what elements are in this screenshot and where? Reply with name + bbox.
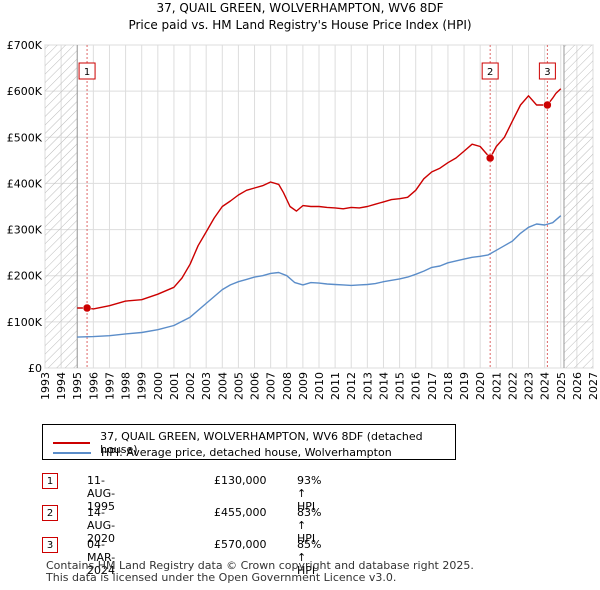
x-tick-label: 1993 xyxy=(39,372,52,400)
transaction-number: 3 xyxy=(42,537,58,553)
x-tick-label: 2000 xyxy=(152,372,165,400)
x-tick-label: 2014 xyxy=(377,372,390,400)
x-tick-label: 2023 xyxy=(523,372,536,400)
transaction-marker-label: 2 xyxy=(487,67,493,78)
x-tick-label: 2018 xyxy=(442,372,455,400)
x-tick-label: 2004 xyxy=(216,372,229,400)
transaction-date: 11-AUG-1995 xyxy=(87,474,116,513)
hatch-region-end xyxy=(563,45,593,368)
y-tick-label: £0 xyxy=(28,362,42,375)
y-axis-ticks: £0 £100K £200K £300K £400K £500K £600K £700K xyxy=(7,39,43,375)
x-tick-label: 1999 xyxy=(136,372,149,400)
x-tick-label: 2027 xyxy=(587,372,600,400)
y-tick-label: £100K xyxy=(7,316,43,329)
unavailable-data-regions xyxy=(45,45,593,368)
x-tick-label: 2006 xyxy=(249,372,262,400)
transaction-number: 1 xyxy=(42,473,58,489)
x-tick-label: 2013 xyxy=(361,372,374,400)
transaction-point xyxy=(82,303,92,313)
transaction-points xyxy=(82,100,552,313)
y-tick-label: £500K xyxy=(7,131,43,144)
chart-subtitle: Price paid vs. HM Land Registry's House … xyxy=(128,18,471,32)
transaction-point xyxy=(543,100,552,110)
legend-item-hpi: HPI: Average price, detached house, Wolv… xyxy=(53,446,392,459)
transaction-marker-label: 3 xyxy=(544,67,550,78)
transaction-markers: 1 2 3 xyxy=(78,45,556,368)
legend-swatch-hpi xyxy=(53,451,91,454)
x-tick-label: 2012 xyxy=(345,372,358,400)
x-tick-label: 2003 xyxy=(200,372,213,400)
hatch-region-start xyxy=(45,45,78,368)
x-tick-label: 2021 xyxy=(490,372,503,400)
transaction-marker-box xyxy=(481,62,499,80)
y-tick-label: £300K xyxy=(7,224,43,237)
legend-label-hpi: HPI: Average price, detached house, Wolv… xyxy=(101,446,392,459)
x-tick-label: 1998 xyxy=(120,372,133,400)
legend-swatch-property xyxy=(53,442,91,444)
x-tick-label: 2002 xyxy=(184,372,197,400)
transaction-hpi: 93% ↑ HPI xyxy=(297,474,322,513)
x-tick-label: 1994 xyxy=(55,372,68,400)
transaction-price: £455,000 xyxy=(214,506,267,519)
transaction-marker-label: 1 xyxy=(84,67,90,78)
x-tick-label: 1995 xyxy=(71,372,84,400)
y-tick-label: £600K xyxy=(7,85,43,98)
transaction-point xyxy=(485,153,495,163)
x-tick-label: 1996 xyxy=(87,372,100,400)
x-tick-label: 2019 xyxy=(458,372,471,400)
transaction-price: £570,000 xyxy=(214,538,267,551)
transaction-marker-box xyxy=(538,62,556,80)
x-tick-label: 2007 xyxy=(265,372,278,400)
footer: Contains HM Land Registry data © Crown c… xyxy=(46,560,474,584)
x-tick-label: 2026 xyxy=(571,372,584,400)
transaction-price: £130,000 xyxy=(214,474,267,487)
transaction-date: 14-AUG-2020 xyxy=(87,506,116,545)
y-tick-label: £700K xyxy=(7,39,43,52)
series-line-hpi xyxy=(77,215,562,338)
legend: 37, QUAIL GREEN, WOLVERHAMPTON, WV6 8DF … xyxy=(42,424,456,460)
x-tick-label: 2008 xyxy=(281,372,294,400)
transaction-date: 04-MAR-2024 xyxy=(87,538,116,577)
transaction-hpi: 83% ↑ HPI xyxy=(297,506,322,545)
x-tick-label: 2005 xyxy=(232,372,245,400)
y-tick-label: £200K xyxy=(7,270,43,283)
series-line-property xyxy=(77,88,562,310)
x-tick-label: 2011 xyxy=(329,372,342,400)
x-tick-label: 2016 xyxy=(410,372,423,400)
transaction-hpi: 85% ↑ HPI xyxy=(297,538,322,577)
x-tick-label: 2017 xyxy=(426,372,439,400)
legend-label-property: 37, QUAIL GREEN, WOLVERHAMPTON, WV6 8DF … xyxy=(100,430,423,456)
x-tick-label: 1997 xyxy=(103,372,116,400)
x-tick-label: 2010 xyxy=(313,372,326,400)
chart-title: 37, QUAIL GREEN, WOLVERHAMPTON, WV6 8DF xyxy=(156,1,443,15)
x-tick-label: 2015 xyxy=(394,372,407,400)
price-chart: 37, QUAIL GREEN, WOLVERHAMPTON, WV6 8DF … xyxy=(7,1,600,400)
legend-item-property: 37, QUAIL GREEN, WOLVERHAMPTON, WV6 8DF … xyxy=(53,430,455,456)
x-axis-ticks: 1993 1994 1995 1996 1997 1998 1999 2000 2001 2002… xyxy=(39,372,600,400)
transaction-marker-box xyxy=(78,62,96,80)
x-tick-label: 2024 xyxy=(539,372,552,400)
x-tick-label: 2025 xyxy=(555,372,568,400)
x-tick-label: 2022 xyxy=(506,372,519,400)
y-tick-label: £400K xyxy=(7,177,43,190)
transaction-number: 2 xyxy=(42,505,58,521)
x-tick-label: 2020 xyxy=(474,372,487,400)
x-tick-label: 2009 xyxy=(297,372,310,400)
footer-licence: This data is licensed under the Open Gov… xyxy=(46,571,397,584)
x-tick-label: 2001 xyxy=(168,372,181,400)
footer-copyright: Contains HM Land Registry data © Crown c… xyxy=(46,559,474,572)
series-lines xyxy=(77,88,562,338)
